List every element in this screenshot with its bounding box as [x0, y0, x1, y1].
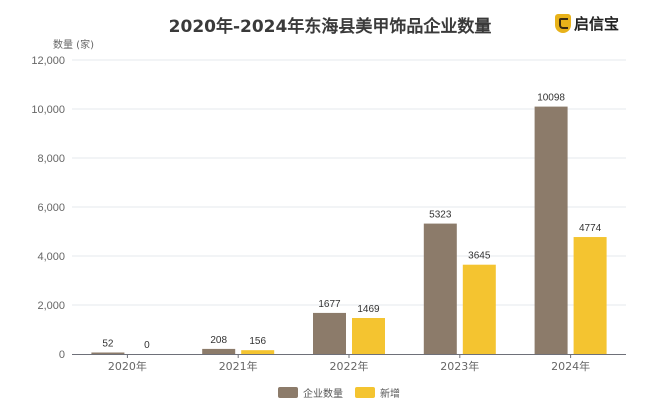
x-tick-label: 2020年	[108, 359, 147, 373]
y-axis-label: 数量 (家)	[53, 40, 94, 51]
bar-new[interactable]	[462, 264, 496, 354]
bars: 52 0 208 156 1677 1469 5323 3645 10098 4774	[91, 93, 607, 355]
bar-value-label: 156	[249, 336, 266, 347]
legend-label: 新增	[380, 389, 400, 400]
x-tick-label: 2021年	[219, 359, 258, 373]
y-tick-label: 8,000	[37, 153, 65, 165]
logo-text: 启信宝	[574, 15, 620, 33]
y-tick-label: 4,000	[37, 251, 65, 263]
bar-new[interactable]	[241, 350, 275, 354]
y-tick-label: 12,000	[31, 55, 65, 67]
bar-value-label: 208	[210, 335, 227, 346]
legend-swatch	[278, 387, 298, 398]
x-tick-label: 2023年	[440, 359, 479, 373]
bar-enterprise-count[interactable]	[91, 352, 125, 355]
y-tick-label: 10,000	[31, 104, 65, 116]
bar-new[interactable]	[352, 318, 385, 354]
legend-item-new[interactable]: 新增	[355, 385, 400, 400]
bar-value-label: 3645	[468, 251, 491, 262]
x-tick-label: 2022年	[330, 359, 369, 373]
legend-label: 企业数量	[303, 389, 343, 400]
brand-logo: 启信宝	[555, 13, 619, 34]
legend[interactable]: 企业数量 新增	[278, 385, 406, 400]
bar-value-label: 52	[102, 339, 114, 350]
bar-enterprise-count[interactable]	[202, 348, 236, 354]
y-tick-label: 0	[59, 349, 65, 361]
x-tick-label: 2024年	[551, 359, 590, 373]
y-tick-label: 6,000	[37, 202, 65, 214]
bar-enterprise-count[interactable]	[313, 312, 346, 354]
bar-value-label: 10098	[537, 93, 565, 104]
legend-item-enterprise-count[interactable]: 企业数量	[278, 385, 343, 400]
bar-value-label: 1469	[357, 304, 380, 315]
bar-value-label: 5323	[429, 210, 452, 221]
y-tick-label: 2,000	[37, 300, 65, 312]
bar-enterprise-count[interactable]	[423, 223, 457, 354]
bar-value-label: 1677	[318, 299, 341, 310]
bar-enterprise-count[interactable]	[534, 106, 568, 354]
shield-logo-icon	[555, 14, 571, 33]
grid-lines	[72, 59, 626, 306]
bar-value-label: 0	[144, 340, 150, 351]
bar-value-label: 4774	[579, 223, 602, 234]
legend-swatch	[355, 387, 375, 398]
x-axis: 2020年 2021年 2022年 2023年 2024年	[72, 354, 626, 373]
bar-new[interactable]	[573, 237, 607, 354]
chart-title: 2020年-2024年东海县美甲饰品企业数量	[168, 17, 492, 37]
y-axis-ticks: 0 2,000 4,000 6,000 8,000 10,000 12,000	[31, 55, 65, 361]
